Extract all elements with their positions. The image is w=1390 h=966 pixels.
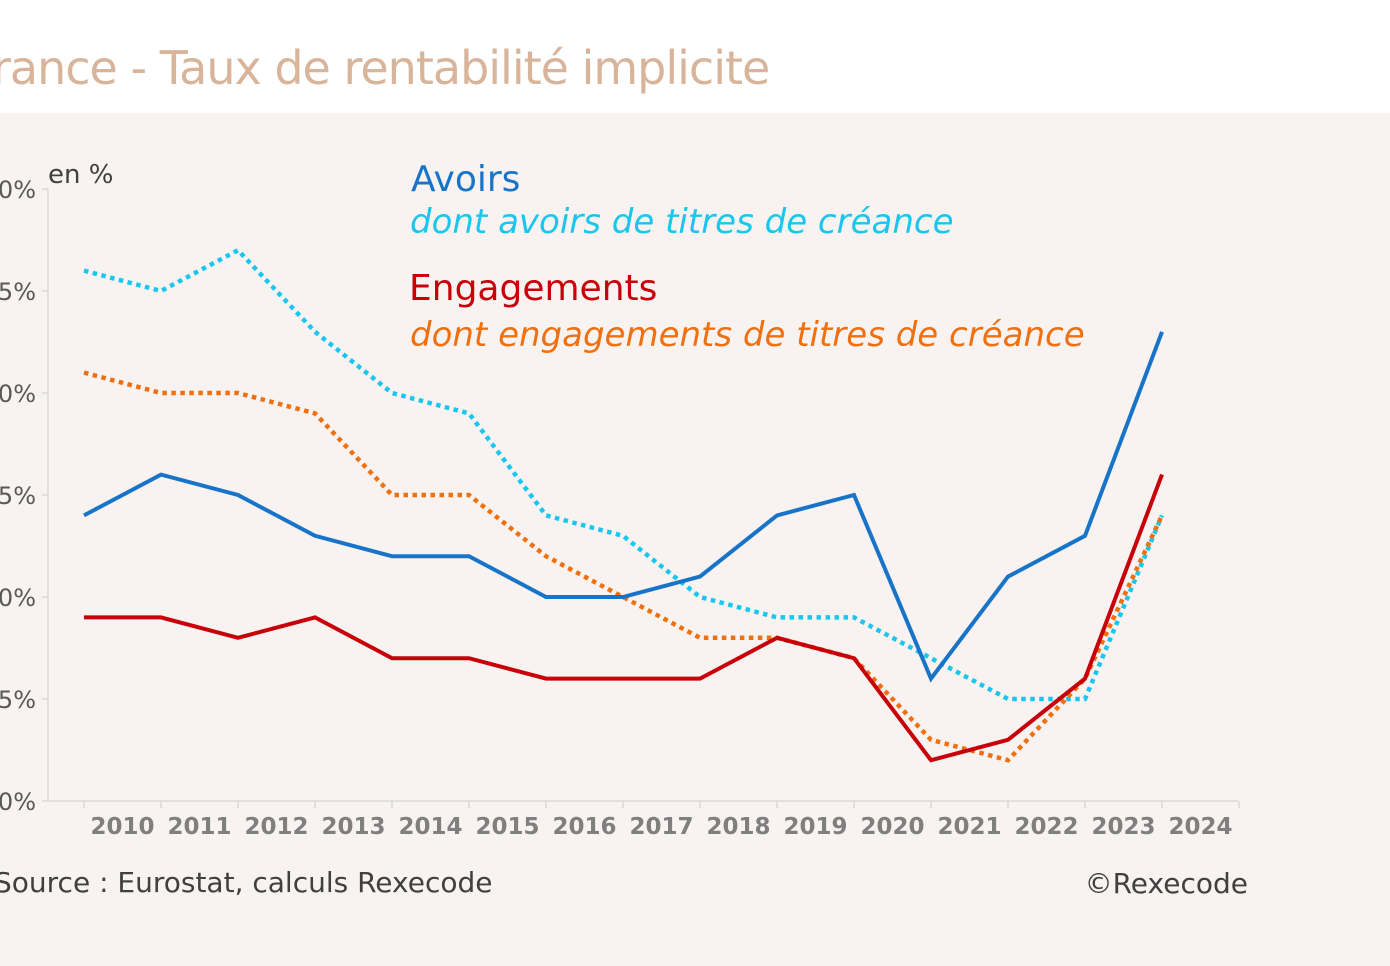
source-note: Source : Eurostat, calculs Rexecode bbox=[0, 866, 493, 899]
x-tick-label: 2019 bbox=[783, 814, 847, 840]
x-tick-label: 2020 bbox=[860, 814, 924, 840]
x-tick-label: 2015 bbox=[475, 814, 539, 840]
series-line-engagements-titres bbox=[83, 370, 1165, 763]
chart-panel: 0% 5% 0% 5% 0% 5% 0% 2010 2011 2012 2013 2014 2015 2… bbox=[0, 113, 1390, 966]
legend-engagements: Engagements bbox=[409, 268, 657, 309]
copyright: ©Rexecode bbox=[1085, 867, 1248, 900]
x-tick-label: 2017 bbox=[629, 814, 693, 840]
line-chart: 0%5%0%5%0%5%0% 2010 2011 2012 2013 2014 2015 2… bbox=[0, 159, 1248, 900]
x-tick-label: 2011 bbox=[167, 814, 231, 840]
x-tick-label: 2010 bbox=[90, 814, 154, 840]
legend-engagements-titres: dont engagements de titres de créance bbox=[410, 315, 1085, 355]
legend-avoirs-titres: dont avoirs de titres de créance bbox=[410, 202, 954, 242]
series-line-avoirs bbox=[83, 331, 1164, 683]
y-axis-tick-labels: 0% 5% 0% 5% 0% 5% 0% bbox=[0, 176, 36, 816]
unit-label: en % bbox=[48, 160, 113, 190]
x-tick-label: 2014 bbox=[398, 814, 462, 840]
series-line-engagements bbox=[84, 473, 1164, 763]
x-tick-label: 2022 bbox=[1014, 814, 1078, 840]
x-tick-label: 2018 bbox=[706, 814, 770, 840]
y-tick-label: 0% bbox=[0, 788, 36, 816]
y-tick-label: 5% bbox=[0, 278, 36, 306]
axes bbox=[42, 188, 1240, 808]
x-axis-tick-labels: 2010 2011 2012 2013 2014 2015 2016 2017 2018 2019… bbox=[90, 814, 1232, 840]
x-tick-label: 2024 bbox=[1168, 814, 1232, 840]
y-tick-label: 0% bbox=[0, 380, 36, 408]
x-tick-label: 2012 bbox=[244, 814, 308, 840]
y-tick-label: 5% bbox=[0, 686, 36, 714]
x-tick-label: 2023 bbox=[1091, 814, 1155, 840]
x-tick-label: 2021 bbox=[937, 814, 1001, 840]
x-tick-label: 2013 bbox=[321, 814, 385, 840]
legend-avoirs: Avoirs bbox=[411, 159, 520, 200]
series-lines bbox=[83, 247, 1165, 763]
chart-title: rance - Taux de rentabilité implicite bbox=[0, 41, 770, 95]
x-tick-label: 2016 bbox=[552, 814, 616, 840]
y-tick-label: 0% bbox=[0, 584, 36, 612]
series-line-avoirs-titres bbox=[83, 247, 1165, 702]
y-tick-label: 5% bbox=[0, 482, 36, 510]
y-tick-label: 0% bbox=[0, 176, 36, 204]
